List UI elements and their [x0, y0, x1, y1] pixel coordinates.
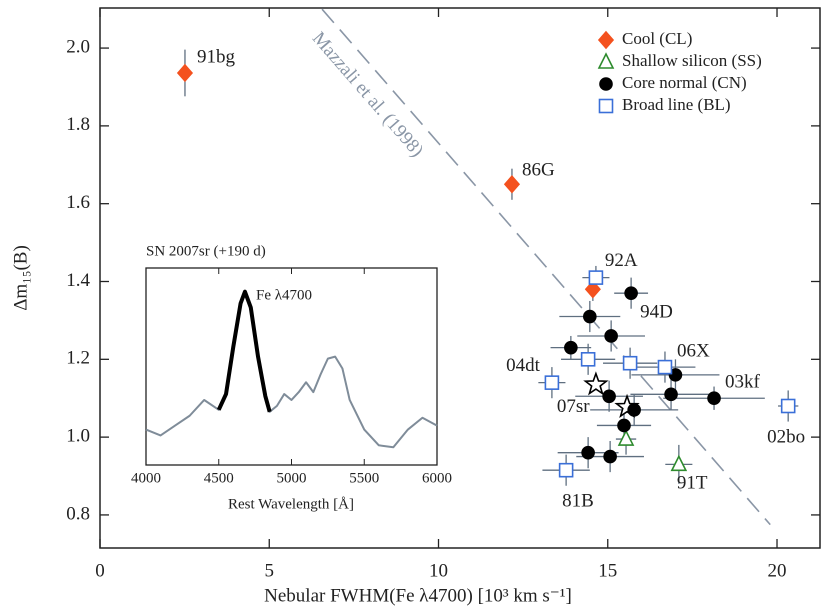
- spectrum-line: [216, 289, 272, 413]
- legend-label: Core normal (CN): [622, 73, 747, 92]
- inset-title: SN 2007sr (+190 d): [146, 243, 266, 259]
- point: [668, 368, 683, 382]
- point: [588, 270, 604, 285]
- reference-line: [321, 8, 771, 526]
- inset-x-tick-label: 4000: [131, 470, 161, 486]
- point: [622, 355, 638, 371]
- point: [670, 454, 688, 472]
- legend-label: Shallow silicon (SS): [622, 51, 762, 70]
- point-label: 02bo: [767, 426, 805, 447]
- inset-x-axis-label: Rest Wavelength [Å]: [228, 496, 354, 512]
- inset-x-tick-label: 5000: [277, 470, 307, 486]
- x-tick-label: 5: [265, 560, 275, 581]
- x-axis-label: Nebular FWHM(Fe λ4700) [10³ km s⁻¹]: [264, 585, 572, 606]
- point: [627, 403, 641, 417]
- x-tick-label: 0: [95, 560, 105, 581]
- point-label: 94D: [640, 302, 673, 323]
- reference-line-label: Mazzali et al. (1998): [308, 28, 428, 161]
- point: [780, 398, 796, 414]
- legend-marker: [597, 52, 615, 69]
- point: [558, 462, 574, 478]
- legend-marker: [598, 98, 614, 114]
- point: [602, 389, 616, 404]
- point: [624, 286, 638, 300]
- point-label: 92A: [605, 250, 638, 271]
- y-tick-label: 1.0: [66, 425, 90, 446]
- y-axis-label: Δm₁₅(B): [10, 245, 31, 311]
- point: [617, 429, 635, 446]
- y-tick-label: 1.2: [66, 348, 90, 369]
- legend-marker: [599, 77, 613, 91]
- point: [707, 391, 721, 406]
- point: [544, 375, 560, 390]
- point-label: 07sr: [557, 396, 590, 417]
- point-label: 06X: [677, 340, 710, 361]
- legend-label: Cool (CL): [622, 29, 692, 48]
- legend-label: Broad line (BL): [622, 95, 731, 114]
- point: [603, 449, 617, 464]
- point: [580, 352, 596, 367]
- x-tick-label: 20: [768, 560, 787, 581]
- point: [583, 371, 609, 396]
- point: [564, 340, 578, 355]
- x-tick-label: 10: [429, 560, 448, 581]
- point-label: 04dt: [506, 355, 541, 376]
- point: [176, 63, 194, 83]
- point-label: 86G: [522, 160, 555, 181]
- point: [584, 280, 601, 299]
- point-label: 91bg: [197, 46, 236, 67]
- point-label: 91T: [677, 473, 708, 494]
- point: [657, 359, 673, 375]
- inset-x-tick-label: 6000: [422, 470, 452, 486]
- point: [617, 418, 631, 433]
- point: [664, 387, 678, 402]
- x-tick-label: 15: [598, 560, 617, 581]
- y-tick-label: 1.4: [66, 270, 90, 291]
- inset-annotation: Fe λ4700: [256, 287, 312, 303]
- point: [581, 445, 595, 460]
- point: [604, 329, 618, 343]
- plot-frame: [99, 7, 821, 549]
- point: [503, 175, 521, 194]
- y-tick-label: 1.8: [66, 114, 90, 135]
- inset-x-tick-label: 4500: [204, 470, 234, 486]
- y-tick-label: 2.0: [66, 36, 90, 57]
- point: [583, 309, 597, 324]
- legend-marker: [597, 30, 615, 50]
- y-tick-label: 0.8: [66, 503, 90, 524]
- point-label: 03kf: [725, 372, 761, 393]
- y-tick-label: 1.6: [66, 192, 90, 213]
- point-label: 81B: [562, 491, 594, 512]
- inset-x-tick-label: 5500: [349, 470, 379, 486]
